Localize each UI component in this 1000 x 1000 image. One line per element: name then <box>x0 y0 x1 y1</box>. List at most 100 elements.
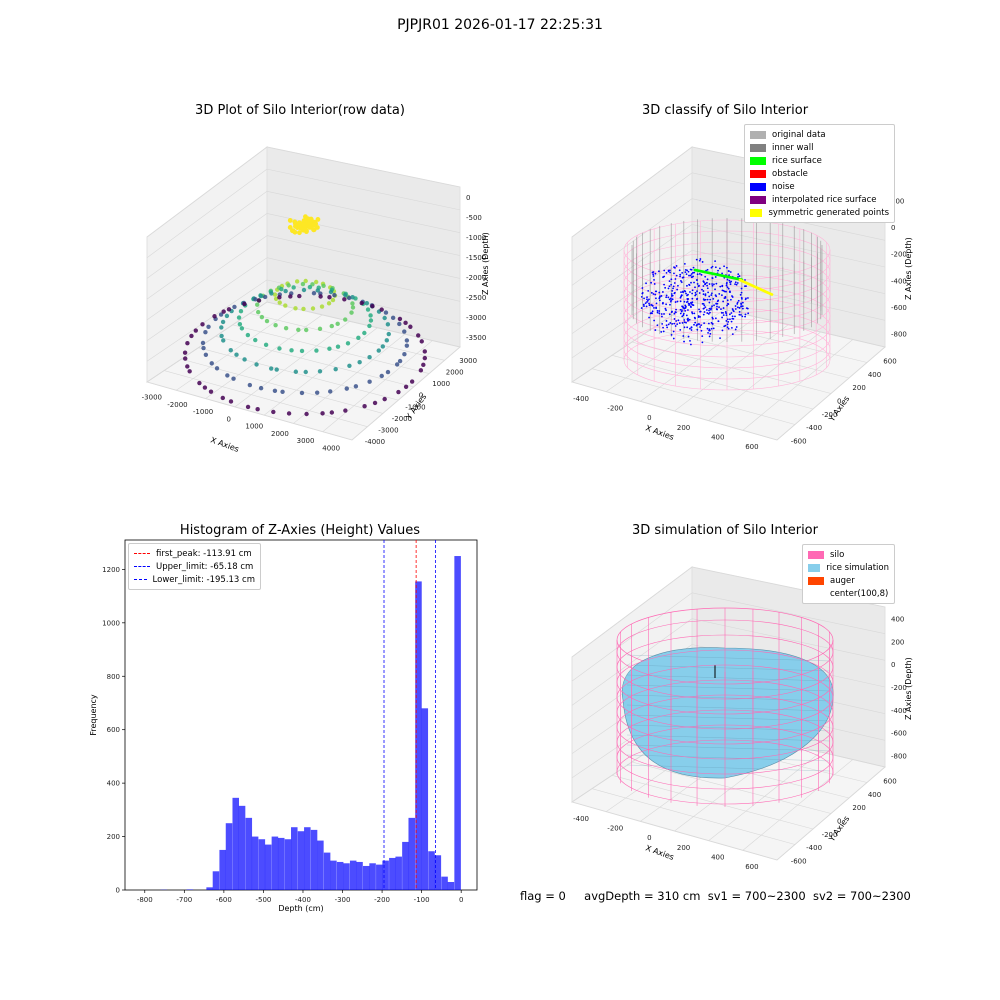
legend-label: interpolated rice surface <box>772 194 877 205</box>
noise-point <box>681 276 684 279</box>
noise-point <box>725 266 728 269</box>
raw-data-point <box>225 373 230 378</box>
histogram-bar <box>206 887 213 890</box>
z-tick-label: -600 <box>891 730 907 738</box>
noise-point <box>726 326 729 329</box>
raw-data-point <box>239 326 245 331</box>
raw-data-point <box>253 297 258 302</box>
raw-data-point <box>200 322 205 327</box>
noise-point <box>724 311 727 313</box>
raw-data-point <box>304 327 309 333</box>
noise-point <box>723 325 726 328</box>
noise-point <box>679 312 682 315</box>
raw-data-point <box>326 301 332 306</box>
legend-item-center: center(100,8) <box>808 587 889 600</box>
raw-data-point <box>384 338 389 343</box>
p4-silo-wireframe <box>616 608 834 807</box>
noise-point <box>665 309 667 312</box>
x-tick-label: 2000 <box>271 430 289 438</box>
p2-zlabel: Z Axies (Depth) <box>904 237 913 300</box>
noise-point <box>672 287 674 290</box>
histogram-bar <box>225 823 233 890</box>
noise-point <box>664 286 667 289</box>
legend-label: Lower_limit: -195.13 cm <box>152 574 255 585</box>
noise-point <box>671 322 674 325</box>
noise-point <box>734 315 736 318</box>
raw-data-point <box>293 369 299 374</box>
histogram-bar <box>271 836 279 890</box>
noise-point <box>730 312 733 314</box>
noise-point <box>734 328 737 331</box>
raw-data-point <box>306 217 312 223</box>
raw-data-point <box>301 306 306 312</box>
raw-data-point <box>335 344 341 349</box>
histogram-bar <box>277 837 285 890</box>
noise-point <box>685 305 687 308</box>
raw-data-point <box>277 300 282 305</box>
noise-point <box>747 297 749 299</box>
flag-text: flag = 0 <box>520 889 566 903</box>
noise-point <box>725 284 728 287</box>
noise-point <box>712 327 715 330</box>
raw-data-point <box>277 346 282 351</box>
raw-data-point <box>304 411 309 417</box>
auger-swatch <box>808 576 824 585</box>
histogram-bar <box>258 839 266 890</box>
raw-data-point <box>376 348 381 353</box>
noise-point <box>726 278 729 281</box>
noise-point <box>658 310 661 312</box>
raw-data-point <box>343 292 348 298</box>
histogram-bar <box>349 860 357 890</box>
noise-point <box>718 267 721 270</box>
histogram-bar <box>356 861 363 890</box>
raw-data-point <box>328 389 333 394</box>
noise-point <box>674 311 677 313</box>
noise-point <box>726 299 729 302</box>
raw-data-point <box>231 376 236 381</box>
raw-data-point <box>402 351 407 357</box>
noise-point <box>708 283 711 285</box>
noise-point <box>706 327 709 330</box>
noise-point <box>656 311 659 314</box>
noise-point <box>710 321 713 324</box>
panel1-title: 3D Plot of Silo Interior(row data) <box>195 103 405 118</box>
noise-point <box>695 279 698 281</box>
z-tick-label: -3500 <box>466 334 486 342</box>
noise-point <box>672 330 675 333</box>
raw-data-point <box>274 367 279 372</box>
p3-xlabel: Depth (cm) <box>278 904 323 913</box>
noise-point <box>738 313 741 316</box>
histogram-bar <box>330 860 337 890</box>
legend-item-inner-wall: inner wall <box>750 141 889 154</box>
x-tick-label: 0 <box>647 834 651 842</box>
raw-data-point <box>294 279 300 284</box>
noise-point <box>698 308 700 311</box>
noise-point <box>689 274 692 277</box>
raw-data-point <box>379 373 384 379</box>
noise-point <box>658 299 661 302</box>
noise-point <box>745 285 747 288</box>
noise-point <box>682 291 684 294</box>
z-tick-label: -500 <box>466 214 482 222</box>
noise-point <box>702 303 705 305</box>
raw-data-point <box>288 294 293 299</box>
raw-data-point <box>382 315 387 321</box>
noise-point <box>714 266 717 269</box>
raw-data-point <box>333 366 338 372</box>
noise-point <box>696 273 699 276</box>
histogram-bar <box>343 863 350 890</box>
noise-point <box>736 301 739 304</box>
raw-data-point <box>218 312 224 317</box>
noise-point <box>708 301 711 304</box>
noise-point <box>734 308 737 310</box>
noise-point <box>725 282 728 285</box>
y-tick-label: 200 <box>852 804 865 812</box>
noise-point <box>729 283 732 286</box>
raw-data-point <box>349 310 354 315</box>
histogram-bar <box>369 863 376 890</box>
surface-mesh-line <box>626 694 831 702</box>
noise-point <box>721 285 724 288</box>
obstacle-swatch <box>750 169 766 178</box>
surface-mesh-line <box>626 754 831 762</box>
z-tick-label: -200 <box>891 251 907 259</box>
